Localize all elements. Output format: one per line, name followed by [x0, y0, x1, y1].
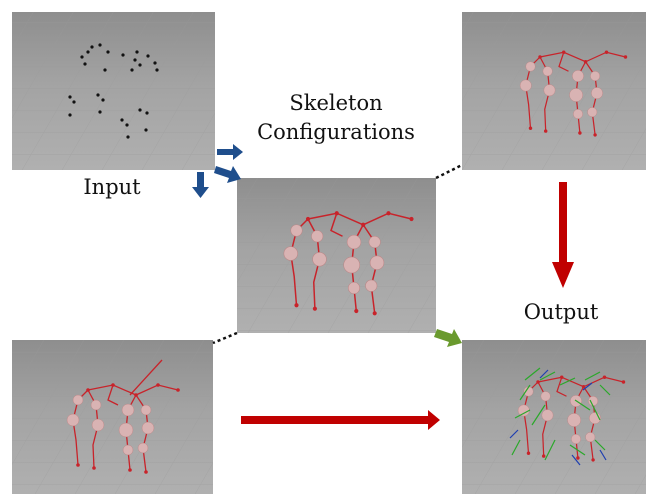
red-arrow-right	[241, 410, 440, 430]
bottom-left-panel	[12, 340, 213, 494]
top-right-panel	[462, 12, 646, 170]
diagram: Skeleton Configurations Input Output	[0, 0, 658, 494]
red-arrow-down	[552, 182, 574, 288]
skeleton-label: Skeleton	[289, 91, 382, 115]
input-label: Input	[83, 175, 141, 199]
skeleton-label: Configurations	[257, 120, 415, 144]
output-panel	[462, 340, 646, 494]
input-panel	[12, 12, 215, 170]
center-panel	[237, 178, 436, 333]
green-arrow	[434, 329, 462, 347]
output-label: Output	[524, 300, 599, 324]
